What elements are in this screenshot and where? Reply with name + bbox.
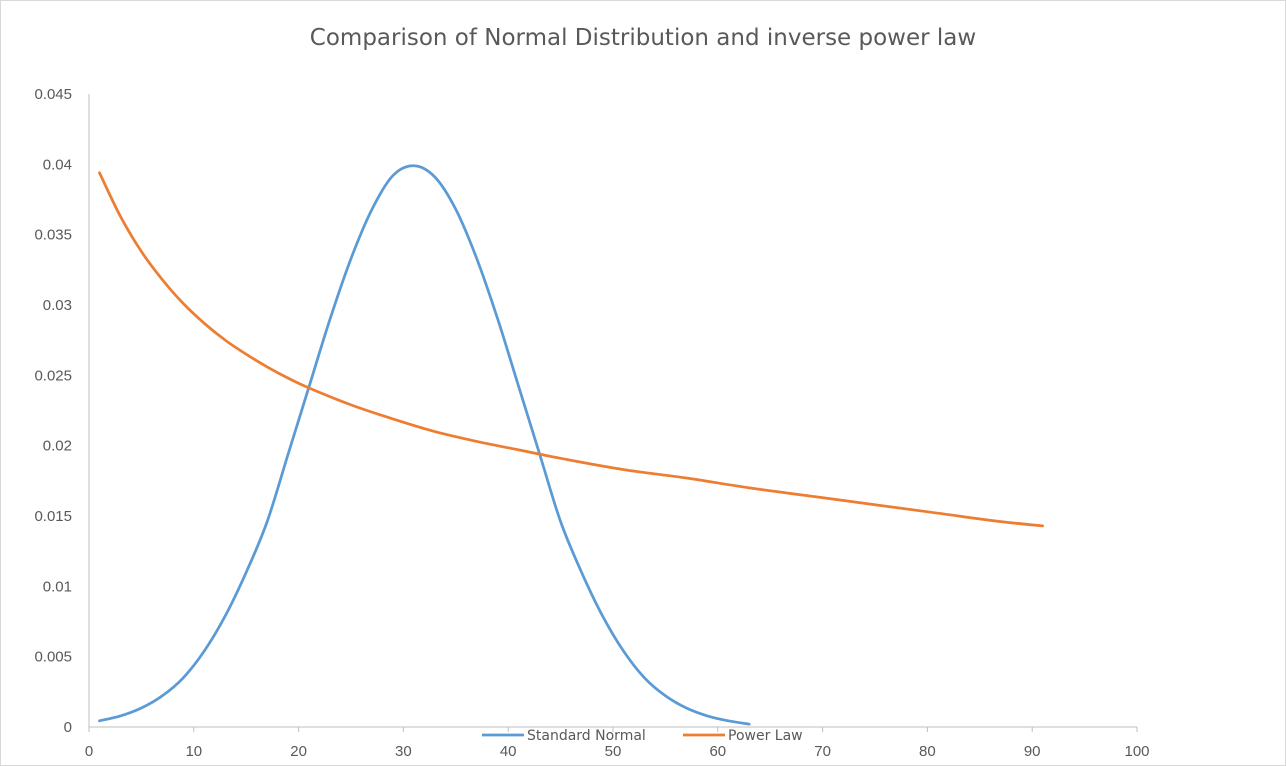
series-line-standard-normal: [98, 164, 751, 726]
x-tick-label: 30: [395, 743, 412, 760]
y-tick-label: 0: [64, 719, 72, 736]
x-tick-label: 0: [85, 743, 93, 760]
y-tick-label: 0.015: [34, 508, 72, 525]
legend-label-power-law: Power Law: [728, 728, 803, 744]
y-tick-label: 0.005: [34, 649, 72, 666]
chart-title: Comparison of Normal Distribution and in…: [310, 25, 976, 51]
y-tick-label: 0.025: [34, 367, 72, 384]
y-tick-label: 0.035: [34, 227, 72, 244]
y-tick-label: 0.045: [34, 86, 72, 103]
y-axis-ticks: 0 0.005 0.01 0.015 0.02 0.025 0.03 0.035 0.04 0.0…: [34, 86, 72, 736]
legend: Standard Normal Power Law: [482, 728, 803, 744]
x-tick-label: 90: [1024, 743, 1041, 760]
x-axis-ticks: 0 10 20 30 40 50 60 70 80 90 100: [85, 727, 1150, 760]
x-tick-label: 100: [1124, 743, 1149, 760]
legend-label-standard-normal: Standard Normal: [527, 728, 646, 744]
series-line-power-law: [98, 171, 1045, 528]
x-tick-label: 50: [605, 743, 622, 760]
y-tick-label: 0.02: [43, 438, 72, 455]
x-tick-label: 80: [919, 743, 936, 760]
y-tick-label: 0.03: [43, 297, 72, 314]
x-tick-label: 20: [290, 743, 307, 760]
y-tick-label: 0.01: [43, 578, 72, 595]
series-layer: [98, 164, 1045, 726]
x-tick-label: 40: [500, 743, 517, 760]
x-tick-label: 70: [814, 743, 831, 760]
x-tick-label: 60: [709, 743, 726, 760]
x-tick-label: 10: [185, 743, 202, 760]
y-tick-label: 0.04: [43, 156, 72, 173]
